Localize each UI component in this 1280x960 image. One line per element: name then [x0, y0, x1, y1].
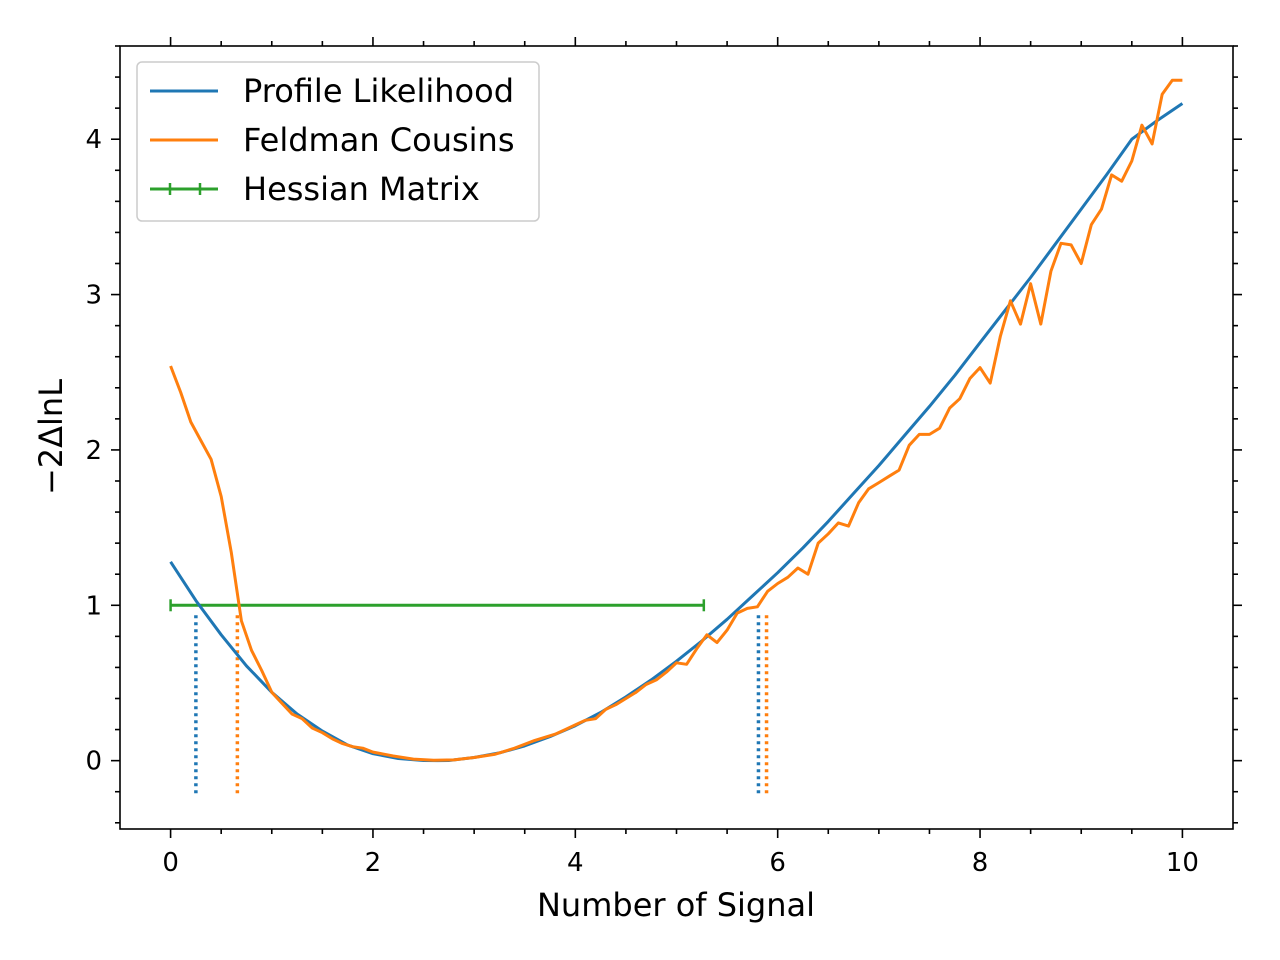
y-tick-label: 4 — [85, 125, 102, 155]
legend-label-0: Profile Likelihood — [243, 72, 514, 110]
x-tick-label: 0 — [162, 848, 179, 878]
legend: Profile Likelihood Feldman Cousins Hessian… — [136, 61, 540, 222]
y-tick-label: 2 — [85, 436, 102, 466]
y-axis-label: −2ΔlnL — [32, 379, 70, 495]
x-tick-label: 6 — [769, 848, 786, 878]
axis-ticks: 0 2 4 6 8 10 0 1 2 3 4 — [85, 37, 1242, 878]
x-tick-label: 4 — [567, 848, 584, 878]
x-tick-label: 8 — [972, 848, 989, 878]
x-axis-label: Number of Signal — [537, 886, 815, 924]
y-tick-label: 3 — [85, 281, 102, 311]
series-line-1 — [169, 78, 1183, 762]
x-tick-label: 10 — [1166, 848, 1199, 878]
legend-box — [136, 61, 540, 222]
x-tick-label: 2 — [365, 848, 382, 878]
legend-label-2: Hessian Matrix — [243, 170, 480, 208]
y-tick-label: 1 — [85, 591, 102, 621]
plot-marks — [169, 78, 1184, 794]
legend-label-1: Feldman Cousins — [243, 121, 515, 159]
y-tick-label: 0 — [85, 747, 102, 777]
